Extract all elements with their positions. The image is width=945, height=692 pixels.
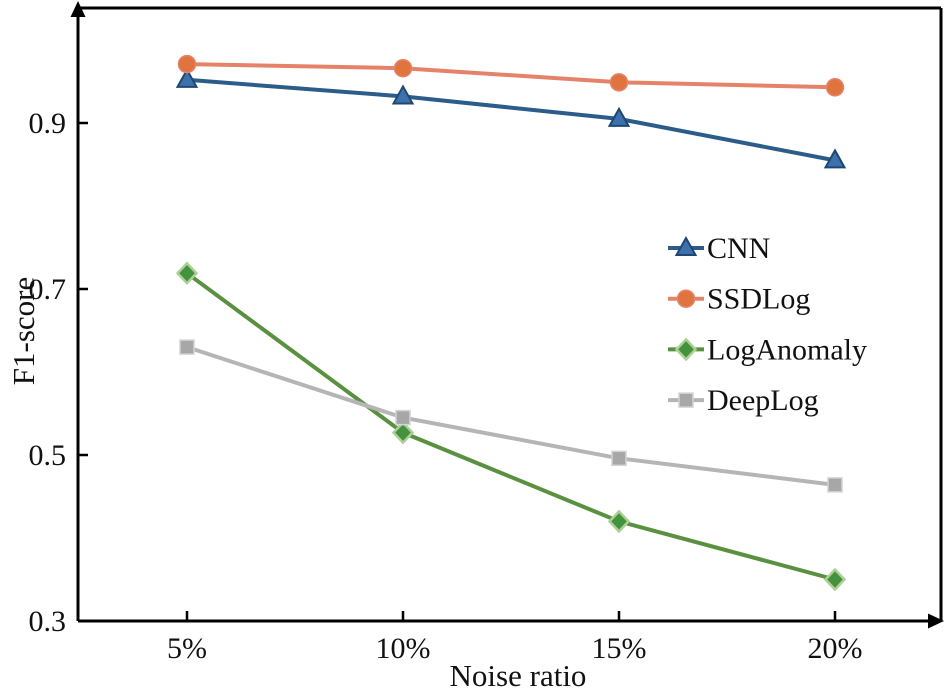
marker-loganomaly-0 [175,261,199,286]
marker-ssdlog-2 [609,73,629,92]
legend-marker-deeplog [678,392,694,408]
marker-deeplog-0 [179,339,195,355]
x-tick-label-20-: 20% [808,632,863,665]
series-line-ssdlog [185,62,837,90]
x-tick-label-10-: 10% [376,632,431,665]
legend-label-deeplog: DeepLog [707,384,819,417]
legend-marker-ssdlog [676,289,696,308]
series-line-deeplog [185,345,837,487]
x-tick-label-15-: 15% [592,632,647,665]
series-line-cnn [185,77,837,163]
marker-ssdlog-1 [393,58,413,78]
y-axis-label: F1-score [6,276,41,386]
marker-deeplog-3 [827,477,843,493]
legend-marker-loganomaly [674,337,698,362]
marker-loganomaly-1 [391,420,415,445]
marker-deeplog-2 [611,450,627,467]
marker-loganomaly-3 [823,567,847,592]
legend-label-ssdlog: SSDLog [707,283,810,316]
legend-label-cnn: CNN [707,232,770,265]
x-axis-arrow-icon [928,613,944,629]
x-tick-label-5-: 5% [167,632,207,665]
series-line-loganomaly [185,271,837,582]
x-axis-label: Noise ratio [449,658,587,692]
y-tick-label-0.7: 0.7 [29,273,67,306]
y-tick-label-0.3: 0.3 [29,605,67,638]
y-tick-label-0.9: 0.9 [29,107,67,140]
legend-label-loganomaly: LogAnomaly [707,333,867,366]
legend-marker-cnn [674,235,698,256]
marker-cnn-1 [391,84,415,105]
marker-cnn-0 [175,67,199,88]
marker-loganomaly-2 [607,509,631,534]
marker-cnn-3 [823,148,847,169]
marker-cnn-2 [607,106,631,127]
y-tick-label-0.5: 0.5 [29,439,67,472]
marker-ssdlog-0 [177,54,197,74]
marker-ssdlog-3 [825,78,845,97]
marker-deeplog-1 [395,409,411,426]
